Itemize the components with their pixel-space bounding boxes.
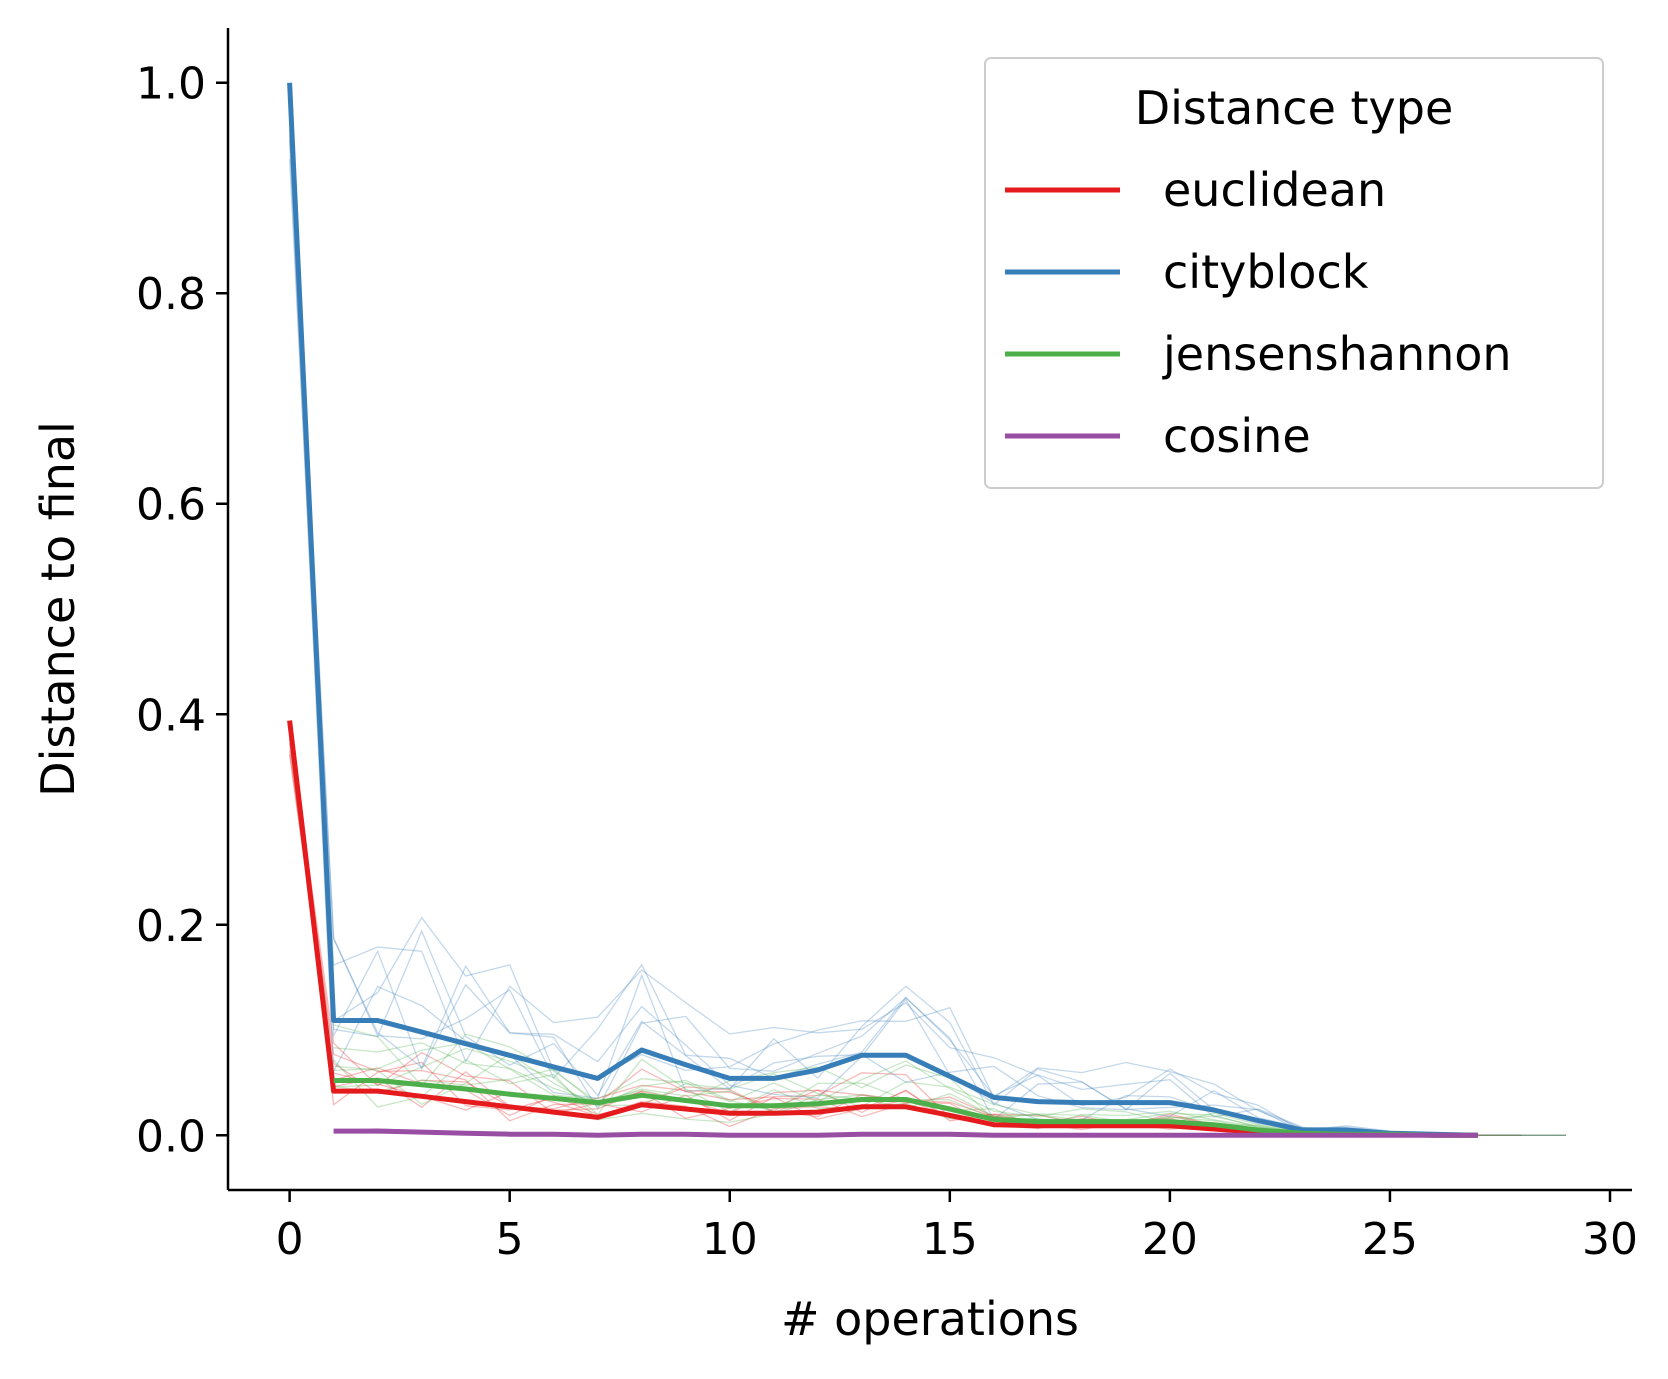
legend-label-euclidean: euclidean [1163,163,1386,217]
y-tick-label: 1.0 [136,59,206,110]
axis-ticks: 0 5 10 15 20 25 30 0.0 0.2 0.4 0.6 0.8 1.0 [136,59,1638,1265]
x-tick-label: 5 [496,1214,524,1265]
legend-frame [984,57,1604,489]
x-tick-label: 20 [1142,1214,1198,1265]
run-line-euclidean [288,743,1434,1136]
legend-label-jensenshannon: jensenshannon [1162,327,1512,381]
series-line-cityblock [287,82,1479,1138]
run-line-cityblock [288,101,1347,1136]
legend-label-cosine: cosine [1163,409,1311,463]
x-tick-label: 15 [922,1214,978,1265]
series-line-cosine [333,1128,1478,1138]
run-line-cityblock [288,134,1566,1136]
run-line-cityblock [288,108,1479,1136]
y-tick-label: 0.0 [136,1111,206,1162]
y-tick-label: 0.2 [136,901,206,952]
y-tick-label: 0.8 [136,269,206,320]
x-tick-label: 0 [276,1214,304,1265]
y-axis-label: Distance to final [31,421,85,797]
series-line-jensenshannon [333,1078,1478,1138]
legend-title: Distance type [1135,81,1454,135]
run-line-euclidean [288,730,1522,1136]
axes [226,28,1632,1192]
x-axis-label: # operations [781,1292,1079,1346]
legend-label-cityblock: cityblock [1163,245,1369,299]
legend-entries: euclidean cityblock jensenshannon cosine [1005,163,1512,463]
x-tick-label: 30 [1582,1214,1638,1265]
y-tick-label: 0.4 [136,690,206,741]
x-tick-label: 25 [1362,1214,1418,1265]
x-tick-label: 10 [702,1214,758,1265]
series-lines [287,82,1479,1138]
legend: Distance type euclidean cityblock jensensh… [984,57,1604,489]
y-tick-label: 0.6 [136,480,206,531]
